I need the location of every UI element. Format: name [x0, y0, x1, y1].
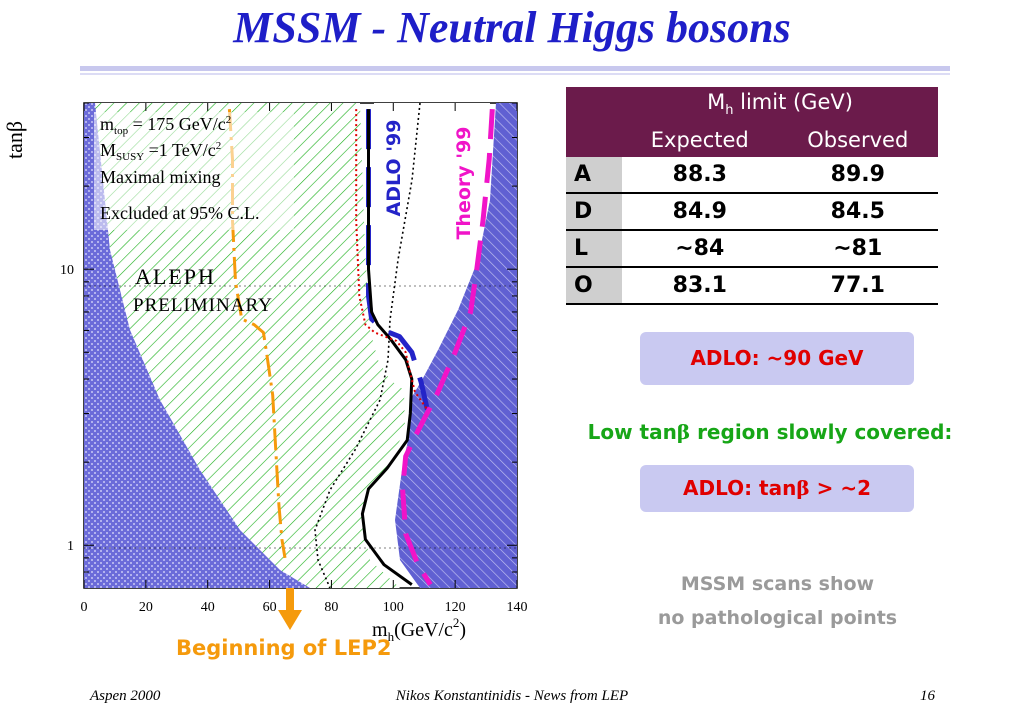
legend-msusy-rest: =1 TeV/c [144, 140, 216, 160]
scans-line-2: no pathological points [657, 607, 898, 629]
x-tick-label: 0 [81, 600, 88, 615]
scans-line-1: MSSM scans show [680, 573, 875, 595]
x-tick-label: 60 [263, 600, 277, 615]
legend-msusy-main: M [100, 140, 116, 160]
observed-value: 89.9 [777, 157, 938, 194]
series-line-3 [355, 109, 429, 411]
theoretically-disallowed-left [84, 103, 310, 588]
col-header-observed: Observed [777, 122, 938, 157]
row-label: L [566, 230, 622, 268]
title-divider-secondary [80, 73, 950, 75]
footer-left: Aspen 2000 [90, 688, 161, 704]
row-label: A [566, 157, 622, 194]
series-line-2 [360, 109, 414, 586]
table-group-header-row: Mh limit (GeV) [566, 87, 938, 122]
low-tanb-post: region slowly covered: [690, 420, 953, 444]
legend-mtop-main: m [100, 114, 114, 134]
tanb-pre: ADLO: tan [682, 476, 797, 500]
tanb-beta: β [796, 476, 810, 500]
mh-limit-table: Mh limit (GeV) Expected Observed A 88.3 … [566, 87, 938, 305]
row-label: D [566, 193, 622, 231]
x-tick-label: 140 [507, 600, 528, 615]
legend-msusy: MSUSY =1 TeV/c2 [100, 140, 221, 163]
observed-value: 84.5 [777, 193, 938, 231]
tick-layer: 0 20 40 60 80 100 120 140 1 10 [60, 102, 528, 615]
series-line-1 [400, 108, 495, 586]
y-axis-label: tanβ [2, 121, 27, 159]
row-label: O [566, 267, 622, 305]
x-axis-label-sup: 2 [453, 615, 460, 630]
expected-value: 88.3 [622, 157, 778, 194]
footer-page-number: 16 [920, 688, 935, 704]
allowed-region [374, 103, 490, 390]
table-col-header-row: Expected Observed [566, 122, 938, 157]
expected-limit-dotted [314, 103, 421, 588]
lep2-arrow-head [278, 610, 302, 630]
expected-value: 84.9 [622, 193, 778, 231]
x-axis-label-sub: h [388, 629, 395, 644]
x-tick-label: 40 [201, 600, 215, 615]
legend-mtop-rest: = 175 GeV/c [128, 114, 226, 134]
legend-mtop-sub: top [114, 125, 129, 137]
x-axis-label-close: ) [459, 619, 466, 641]
preliminary-label: PRELIMINARY [133, 295, 273, 316]
table-group-header: Mh limit (GeV) [622, 87, 938, 122]
x-tick-label: 100 [383, 600, 404, 615]
adlo-limit-box: ADLO: ~90 GeV [640, 332, 914, 385]
low-tanb-pre: Low tan [587, 420, 677, 444]
table-corner-2 [566, 122, 622, 157]
x-axis-label-main: m [372, 619, 388, 641]
observed-value: 77.1 [777, 267, 938, 305]
legend-box-bg [94, 112, 294, 230]
y-tick-label: 10 [60, 263, 74, 278]
adlo-curve-label: ADLO '99 [383, 120, 405, 217]
low-tanb-beta: β [676, 420, 691, 444]
table-row: L ~84 ~81 [566, 230, 938, 268]
tanb-post: > ~2 [809, 476, 871, 500]
col-header-expected: Expected [622, 122, 778, 157]
title-divider [80, 66, 950, 71]
group-header-sub: h [725, 103, 734, 119]
x-tick-label: 80 [324, 600, 338, 615]
legend-mixing: Maximal mixing [100, 167, 221, 187]
slide-title: MSSM - Neutral Higgs bosons [233, 3, 791, 52]
group-header-rest: limit (GeV) [733, 90, 853, 115]
experiment-label: ALEPH [135, 264, 216, 289]
expected-value: 83.1 [622, 267, 778, 305]
x-axis-label: mh(GeV/c2) [372, 615, 466, 644]
legend-excluded: Excluded at 95% C.L. [100, 203, 259, 223]
adlo-limit-text: ADLO: ~90 GeV [690, 346, 864, 370]
lep2-annotation: Beginning of LEP2 [176, 636, 392, 660]
table-row: D 84.9 84.5 [566, 193, 938, 231]
tanb-limit-box: ADLO: tanβ > ~2 [640, 465, 914, 512]
group-header-main: M [707, 90, 726, 115]
legend-mtop-sup: 2 [226, 114, 232, 126]
theory-curve-label: Theory '99 [453, 126, 475, 239]
x-tick-label: 20 [139, 600, 153, 615]
legend-msusy-sub: SUSY [116, 151, 144, 163]
y-tick-label: 1 [67, 539, 74, 554]
table-row: A 88.3 89.9 [566, 157, 938, 194]
x-tick-label: 120 [445, 600, 466, 615]
lep2-arrow-shaft [286, 588, 294, 610]
table-corner [566, 87, 622, 122]
x-axis-label-unit: (GeV/c [394, 619, 453, 641]
footer-center: Nikos Konstantinidis - News from LEP [395, 688, 629, 704]
legend-mtop: mtop = 175 GeV/c2 [100, 114, 231, 137]
legend-msusy-sup: 2 [216, 140, 222, 152]
expected-value: ~84 [622, 230, 778, 268]
low-tanb-note: Low tanβ region slowly covered: [560, 420, 980, 444]
table-row: O 83.1 77.1 [566, 267, 938, 305]
observed-value: ~81 [777, 230, 938, 268]
